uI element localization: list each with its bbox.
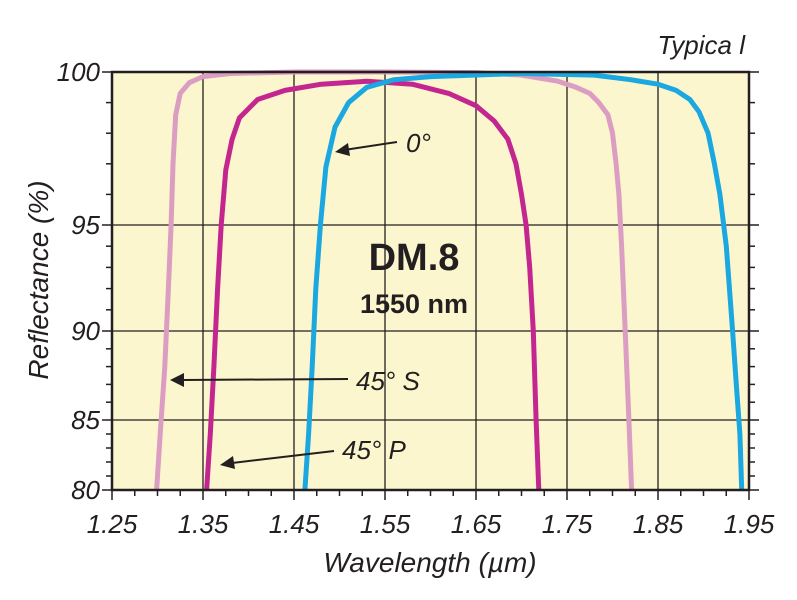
chart-subtitle: 1550 nm <box>360 289 468 319</box>
x-tick-label: 1.65 <box>451 509 502 539</box>
plot-frame <box>110 70 751 492</box>
annotation-label-45p: 45° P <box>342 435 407 465</box>
chart-title: DM.8 <box>369 237 460 279</box>
typical-note: Typica l <box>657 30 746 60</box>
annotation-arrowhead-45s <box>170 373 184 387</box>
y-axis-label: Reflectance (%) <box>23 180 54 379</box>
x-tick-labels: 1.25 1.35 1.45 1.55 1.65 1.75 1.85 1.95 <box>87 509 775 539</box>
y-tick-label: 80 <box>71 475 100 505</box>
y-tick-label: 95 <box>71 210 100 240</box>
x-tick-label: 1.75 <box>542 509 593 539</box>
x-tick-label: 1.85 <box>633 509 684 539</box>
series-0deg-line <box>302 71 745 491</box>
annotations: 0° 45° S 45° P <box>170 128 431 469</box>
x-axis-label: Wavelength (µm) <box>323 547 536 578</box>
annotation-arrow-45s <box>181 378 349 381</box>
annotation-arrowhead-0deg <box>335 143 350 156</box>
annotation-arrowhead-45p <box>220 456 235 469</box>
y-tick-label: 85 <box>71 405 100 435</box>
y-tick-label: 100 <box>57 57 101 87</box>
x-tick-label: 1.95 <box>724 509 775 539</box>
annotation-label-45s: 45° S <box>356 366 421 396</box>
annotation-arrow-0deg <box>343 141 398 151</box>
x-tick-label: 1.55 <box>360 509 411 539</box>
x-tick-label: 1.45 <box>269 509 320 539</box>
x-tick-label: 1.35 <box>178 509 229 539</box>
y-tick-label: 90 <box>71 316 100 346</box>
annotation-arrow-45p <box>231 450 335 464</box>
y-tick-labels: 80 85 90 95 100 <box>57 57 101 505</box>
annotation-label-0deg: 0° <box>406 128 431 158</box>
x-tick-label: 1.25 <box>87 509 138 539</box>
